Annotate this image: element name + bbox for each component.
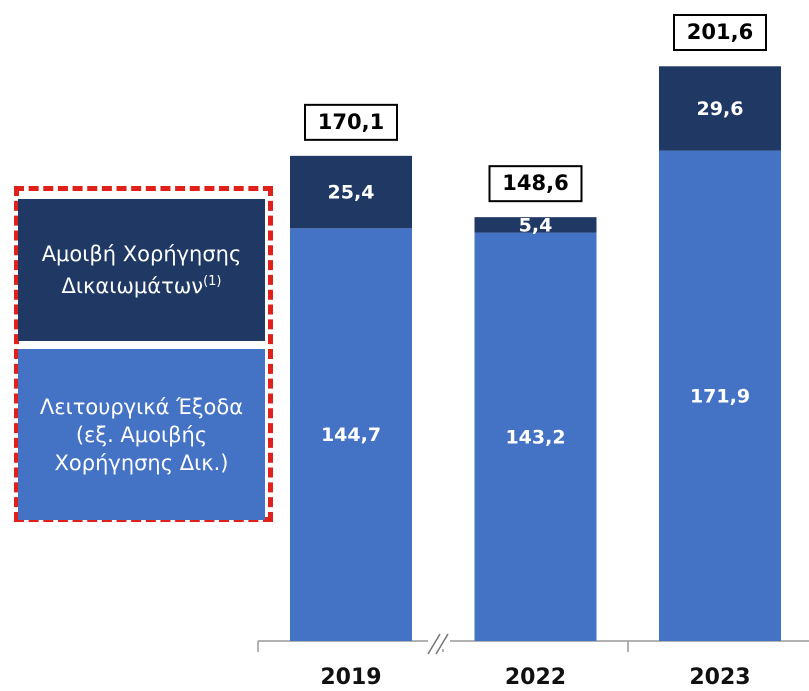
bar-segment xyxy=(290,155,412,229)
value-label: 143,2 xyxy=(505,426,565,448)
total-box xyxy=(304,103,398,141)
total-label: 148,6 xyxy=(502,171,568,195)
value-label: 5,4 xyxy=(519,214,553,236)
value-label: 25,4 xyxy=(328,182,375,204)
bar-segment xyxy=(474,232,597,642)
bar-segment xyxy=(474,217,597,233)
axis-break xyxy=(427,633,450,655)
bar-segment xyxy=(659,150,781,641)
x-tick-label: 2019 xyxy=(320,665,381,690)
bar-segment xyxy=(659,66,781,151)
total-label: 201,6 xyxy=(687,20,753,44)
legend-entry: Αμοιβή Χορήγησης Δικαιωμάτων(1) xyxy=(18,199,265,341)
bar-segment xyxy=(290,228,412,641)
value-label: 29,6 xyxy=(697,98,744,120)
x-tick-label: 2022 xyxy=(505,665,566,690)
total-label: 170,1 xyxy=(318,110,384,134)
legend-entry: Λειτουργικά Έξοδα (εξ. Αμοιβής Χορήγησης… xyxy=(18,349,265,520)
x-tick-label: 2023 xyxy=(689,665,750,690)
total-box xyxy=(488,165,583,203)
legend-label: Αμοιβή Χορήγησης Δικαιωμάτων xyxy=(41,242,242,298)
total-box xyxy=(673,14,767,51)
value-label: 171,9 xyxy=(690,385,750,407)
legend-label: Λειτουργικά Έξοδα (εξ. Αμοιβής Χορήγησης… xyxy=(39,394,244,475)
value-label: 144,7 xyxy=(321,424,381,446)
legend-note: (1) xyxy=(203,274,222,289)
